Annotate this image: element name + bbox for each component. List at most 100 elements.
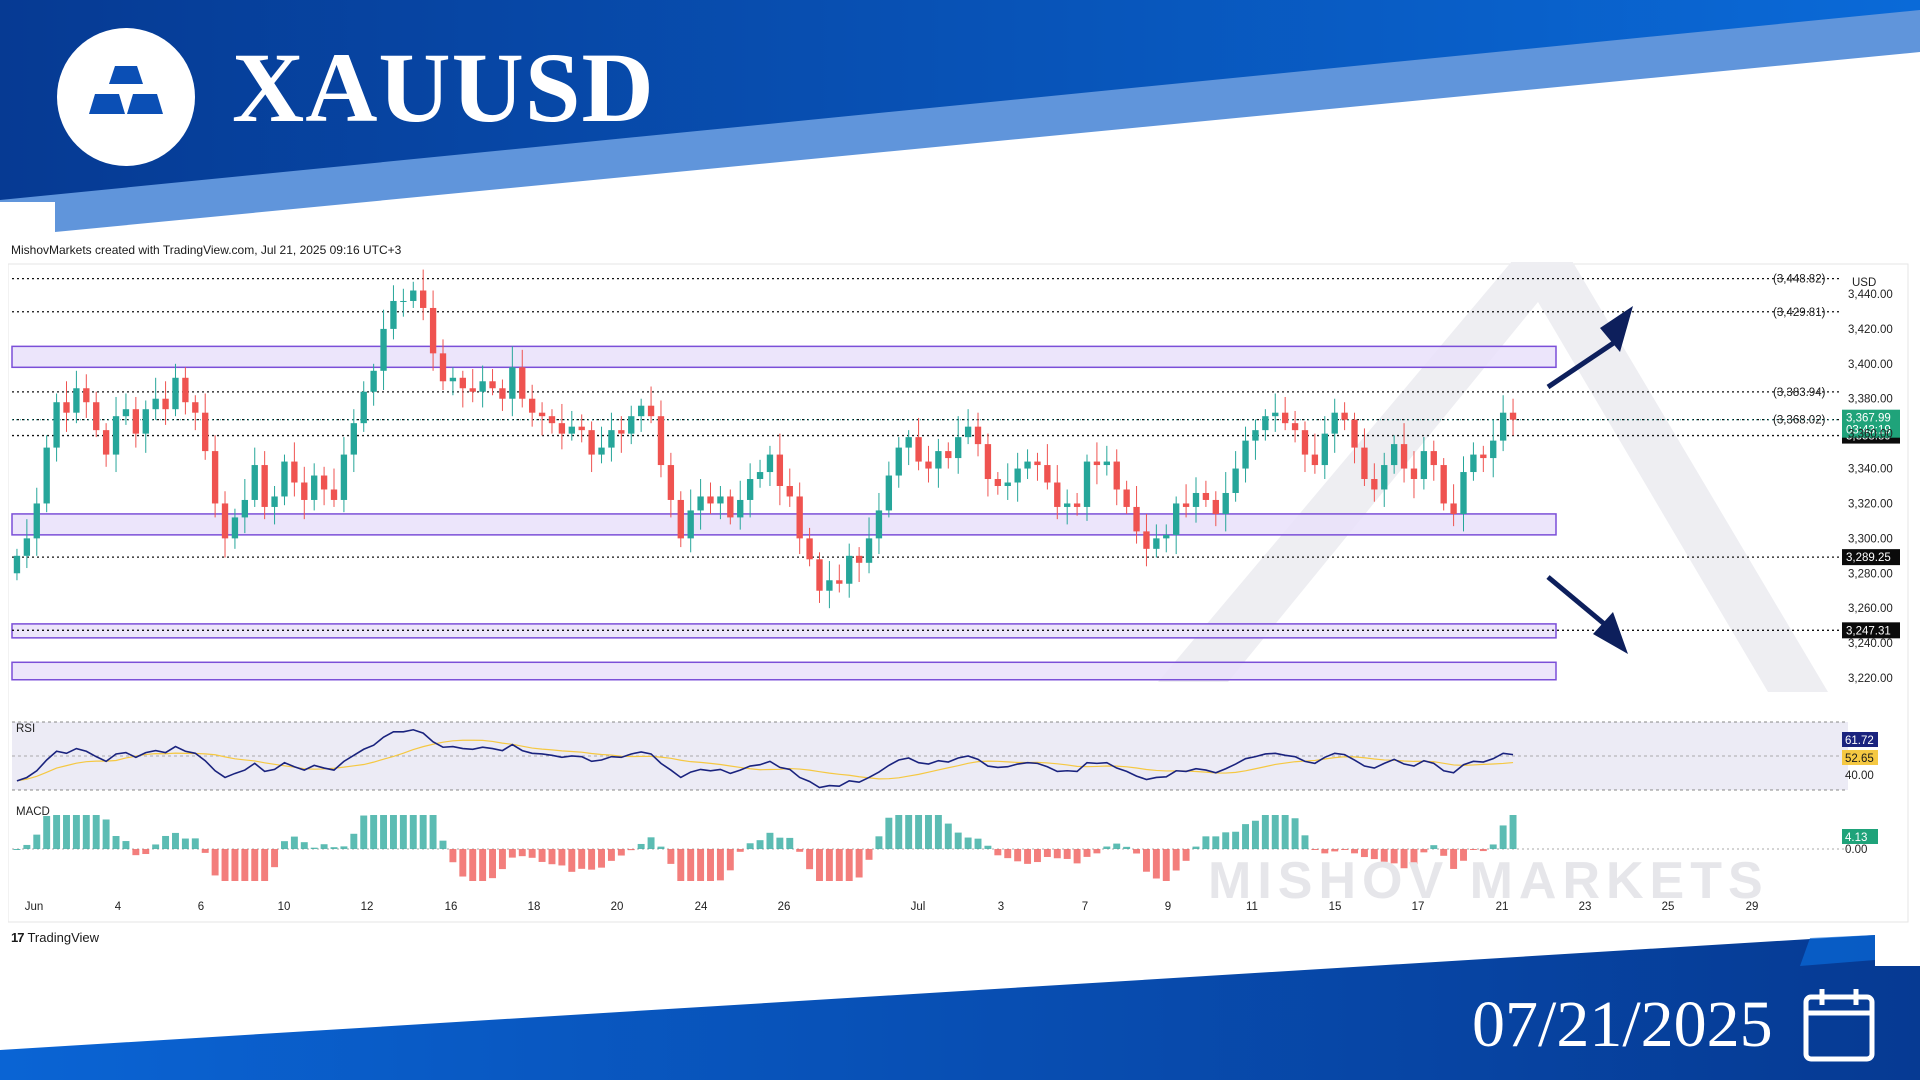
candle-body — [112, 416, 120, 455]
macd-bar — [518, 849, 526, 857]
x-tick-label: 10 — [278, 901, 291, 913]
candle-body — [281, 461, 288, 497]
macd-bar — [1261, 815, 1269, 849]
candle-body — [83, 388, 90, 403]
date-label: 07/21/2025 — [1472, 988, 1773, 1061]
macd-bar — [13, 849, 21, 850]
macd-bar — [1271, 815, 1279, 849]
candle-body — [221, 503, 229, 539]
candle-body — [1163, 534, 1170, 539]
macd-bar — [419, 815, 427, 849]
x-tick-label: 3 — [998, 901, 1004, 913]
y-tick-label: 3,440.00 — [1848, 289, 1893, 301]
candle-body — [1499, 412, 1507, 441]
candle-body — [1410, 468, 1418, 480]
macd-bar — [53, 815, 61, 849]
candle-body — [1361, 447, 1368, 480]
macd-bar — [825, 849, 833, 881]
candle-body — [1301, 430, 1309, 455]
candle-body — [1341, 412, 1348, 420]
macd-bar — [459, 849, 467, 877]
bullish-arrow-head — [1600, 306, 1633, 352]
candle-body — [637, 405, 645, 417]
candle-body — [182, 377, 189, 403]
candle-body — [925, 461, 932, 469]
candle-body — [172, 377, 179, 410]
candle-body — [271, 496, 278, 507]
candle-body — [1073, 503, 1081, 507]
candle-body — [1321, 433, 1328, 466]
candle-body — [766, 454, 774, 473]
candle-body — [945, 451, 952, 459]
candle-body — [727, 496, 734, 518]
macd-bar — [280, 841, 288, 849]
macd-bar — [261, 849, 269, 881]
candle-body — [677, 499, 684, 539]
macd-bar — [994, 849, 1002, 856]
macd-bar — [1281, 815, 1289, 849]
macd-bar — [370, 815, 378, 849]
x-tick-label: 9 — [1165, 901, 1171, 913]
candle-body — [330, 489, 338, 500]
candle-body — [538, 412, 546, 417]
candle-body — [132, 409, 140, 434]
macd-bar — [756, 840, 764, 849]
candle-body — [202, 412, 209, 452]
candle-body — [1381, 465, 1388, 490]
macd-bar — [1073, 849, 1081, 864]
macd-bar — [350, 833, 358, 849]
x-tick-label: 25 — [1662, 901, 1675, 913]
candle-body — [588, 430, 595, 455]
y-tick-label: 3,400.00 — [1848, 359, 1893, 371]
candle-body — [360, 391, 367, 424]
macd-value-label: 4.13 — [1845, 832, 1867, 844]
macd-bar — [657, 846, 665, 849]
candle-body — [1281, 412, 1289, 424]
macd-bar — [845, 849, 853, 881]
rsi-line — [16, 728, 1514, 789]
macd-bar — [607, 849, 615, 861]
sr-zone — [11, 661, 1557, 681]
macd-bar — [598, 849, 605, 868]
candle-body — [608, 430, 615, 448]
macd-bar — [310, 847, 318, 849]
x-tick-label: 15 — [1329, 901, 1342, 913]
macd-bar — [1202, 836, 1210, 849]
macd-bar — [875, 836, 883, 849]
candle-body — [1054, 482, 1061, 507]
level-badge — [1842, 549, 1900, 566]
macd-bar — [984, 845, 992, 849]
macd-bar — [1133, 849, 1141, 854]
candle-body — [935, 451, 942, 469]
candle-body — [1509, 412, 1517, 420]
macd-bar — [1033, 849, 1041, 863]
macd-bar — [439, 840, 447, 849]
x-tick-label: 17 — [1412, 901, 1425, 913]
macd-bar — [112, 836, 120, 849]
macd-bar — [1400, 849, 1408, 869]
macd-bar — [1460, 849, 1467, 861]
x-tick-label: 4 — [115, 901, 122, 913]
candle-body — [1311, 454, 1319, 466]
candle-body — [192, 402, 199, 413]
candle-body — [806, 538, 813, 560]
candle-body — [449, 377, 457, 382]
macd-bar — [1301, 835, 1309, 849]
macd-bar — [796, 849, 804, 852]
macd-bar — [1162, 849, 1170, 881]
candle-body — [1430, 451, 1437, 466]
candle-body — [489, 381, 496, 389]
macd-bar — [72, 815, 80, 849]
y-tick-label: 3,420.00 — [1848, 324, 1893, 336]
macd-bar — [132, 849, 140, 856]
candle-body — [915, 437, 922, 462]
bullish-arrow-shaft — [1546, 337, 1620, 390]
macd-bar — [1182, 849, 1190, 861]
tradingview-label: TradingView — [27, 930, 100, 945]
candle-body — [816, 559, 823, 591]
macd-bar — [320, 844, 328, 849]
candle-body — [429, 307, 437, 354]
macd-bar — [806, 849, 814, 870]
candle-body — [1153, 538, 1160, 549]
